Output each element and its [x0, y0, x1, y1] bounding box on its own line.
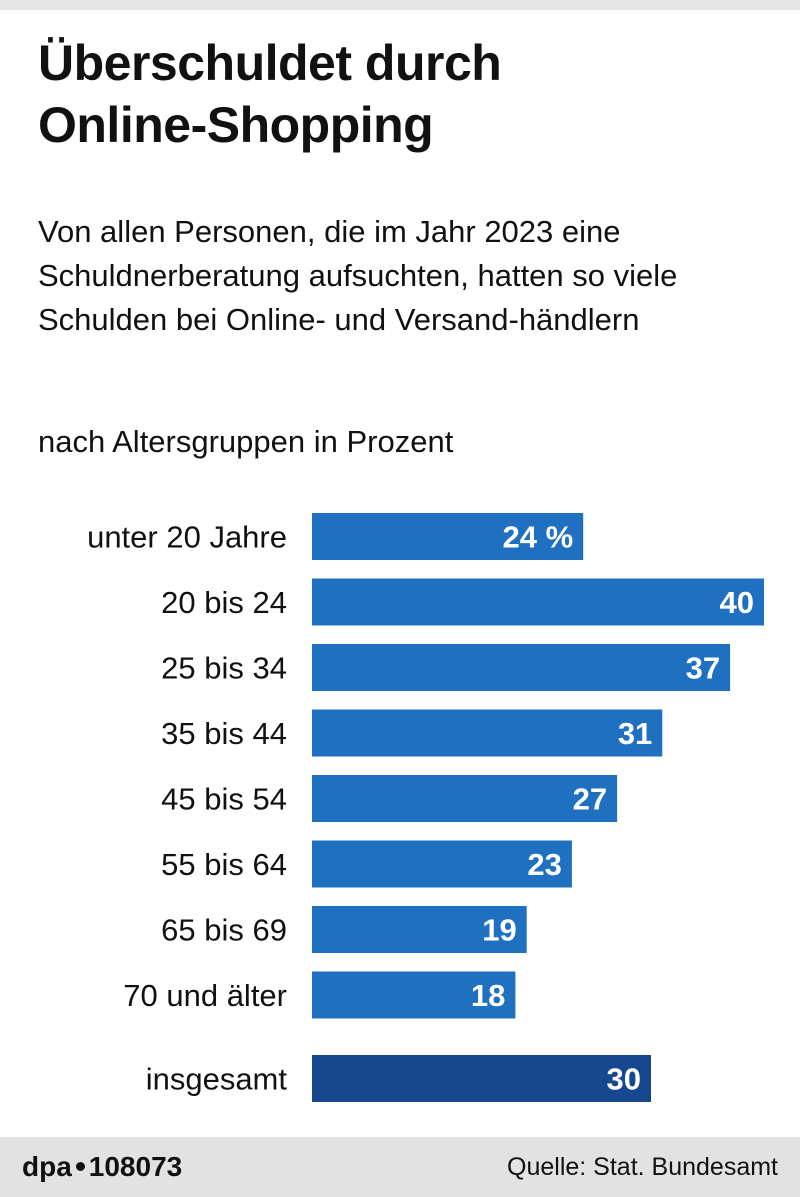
bar-4: [312, 775, 618, 822]
category-label-6: 65 bis 69: [161, 913, 287, 948]
category-label-8: insgesamt: [146, 1062, 288, 1097]
source-note: Quelle: Stat. Bundesamt: [507, 1153, 778, 1181]
value-label-5: 23: [527, 847, 561, 882]
bar-8: [312, 1055, 651, 1102]
graphic-number: 108073: [88, 1151, 183, 1182]
value-label-1: 40: [720, 585, 754, 620]
category-label-3: 35 bis 44: [161, 716, 287, 751]
brand-dot-icon: [75, 1161, 85, 1171]
chart-subtitle: Von allen Personen, die im Jahr 2023 ein…: [38, 214, 678, 337]
bar-1: [312, 578, 764, 626]
top-strip: [0, 0, 800, 10]
bar-7: [312, 971, 516, 1019]
value-label-6: 19: [482, 913, 516, 948]
chart-title-line-1: Überschuldet durch: [38, 35, 502, 91]
footer-brand: dpa 108073: [22, 1151, 182, 1183]
category-label-7: 70 und älter: [123, 978, 287, 1013]
bar-5: [312, 840, 572, 888]
bar-6: [312, 906, 527, 953]
category-label-1: 20 bis 24: [161, 585, 287, 620]
value-label-2: 37: [686, 651, 720, 686]
category-label-5: 55 bis 64: [161, 847, 287, 882]
value-label-4: 27: [573, 782, 607, 817]
chart-title-line-2: Online-Shopping: [38, 97, 434, 153]
bar-2: [312, 644, 731, 691]
bar-chart: unter 20 Jahre 24 % 20 bis 24 40 25 bis 34 37…: [87, 513, 764, 1102]
value-label-3: 31: [618, 716, 652, 751]
category-label-0: unter 20 Jahre: [87, 520, 287, 555]
category-label-4: 45 bis 54: [161, 782, 287, 817]
brand-name: dpa: [22, 1151, 72, 1182]
value-label-7: 18: [471, 978, 505, 1013]
bar-0: [312, 513, 584, 560]
value-label-8: 30: [607, 1062, 641, 1097]
category-label-2: 25 bis 34: [161, 651, 287, 686]
chart-title: Überschuldet durch Online-Shopping: [38, 32, 778, 156]
unit-note: nach Altersgruppen in Prozent: [38, 424, 454, 459]
bar-3: [312, 709, 663, 757]
value-label-0: 24 %: [503, 520, 574, 555]
footer: dpa 108073 Quelle: Stat. Bundesamt: [0, 1137, 800, 1197]
